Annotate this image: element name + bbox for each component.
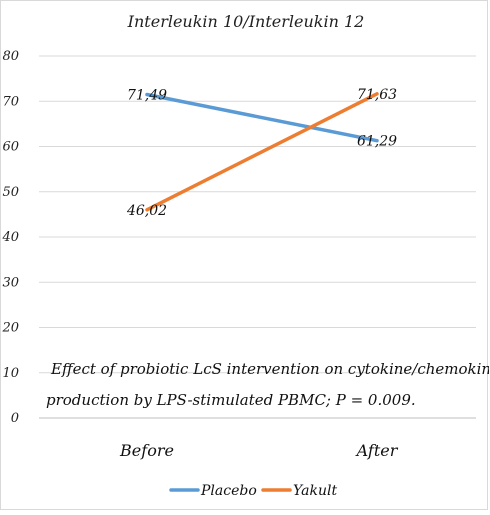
- data-label: 46,02: [126, 203, 167, 219]
- legend-item-yakult: Yakult: [261, 483, 337, 499]
- annotation-line-1: Effect of probiotic LcS intervention on …: [50, 360, 489, 378]
- y-tick-label: 20: [1, 321, 19, 336]
- data-labels: 71,49 61,29 46,02 71,63: [126, 87, 397, 219]
- y-axis-tick-labels: 0 10 20 30 40 50 60 70 80: [1, 49, 19, 426]
- series-lines: [145, 92, 379, 212]
- x-tick-label: Before: [119, 441, 174, 460]
- series-line-yakult: [145, 92, 379, 212]
- data-label: 71,63: [357, 87, 397, 103]
- y-tick-label: 60: [2, 140, 19, 155]
- gridlines: [39, 55, 476, 419]
- data-label: 61,29: [357, 134, 397, 150]
- data-label: 71,49: [127, 88, 167, 104]
- legend-label: Yakult: [293, 483, 337, 499]
- y-tick-label: 40: [1, 230, 19, 245]
- legend-item-placebo: Placebo: [169, 483, 257, 499]
- y-tick-label: 80: [2, 49, 19, 64]
- annotation: Effect of probiotic LcS intervention on …: [46, 360, 490, 409]
- x-tick-label: After: [355, 441, 399, 460]
- y-tick-label: 70: [2, 94, 19, 109]
- legend: Placebo Yakult: [169, 483, 337, 499]
- chart-title: Interleukin 10/Interleukin 12: [127, 12, 365, 31]
- annotation-line-2: production by LPS-stimulated PBMC; P = 0…: [46, 391, 416, 409]
- series-line-placebo: [145, 92, 379, 143]
- y-tick-label: 0: [11, 411, 19, 426]
- legend-label: Placebo: [200, 483, 257, 499]
- y-tick-label: 50: [2, 185, 19, 200]
- x-axis-tick-labels: Before After: [119, 441, 399, 460]
- y-tick-label: 30: [2, 275, 19, 290]
- y-tick-label: 10: [2, 366, 19, 381]
